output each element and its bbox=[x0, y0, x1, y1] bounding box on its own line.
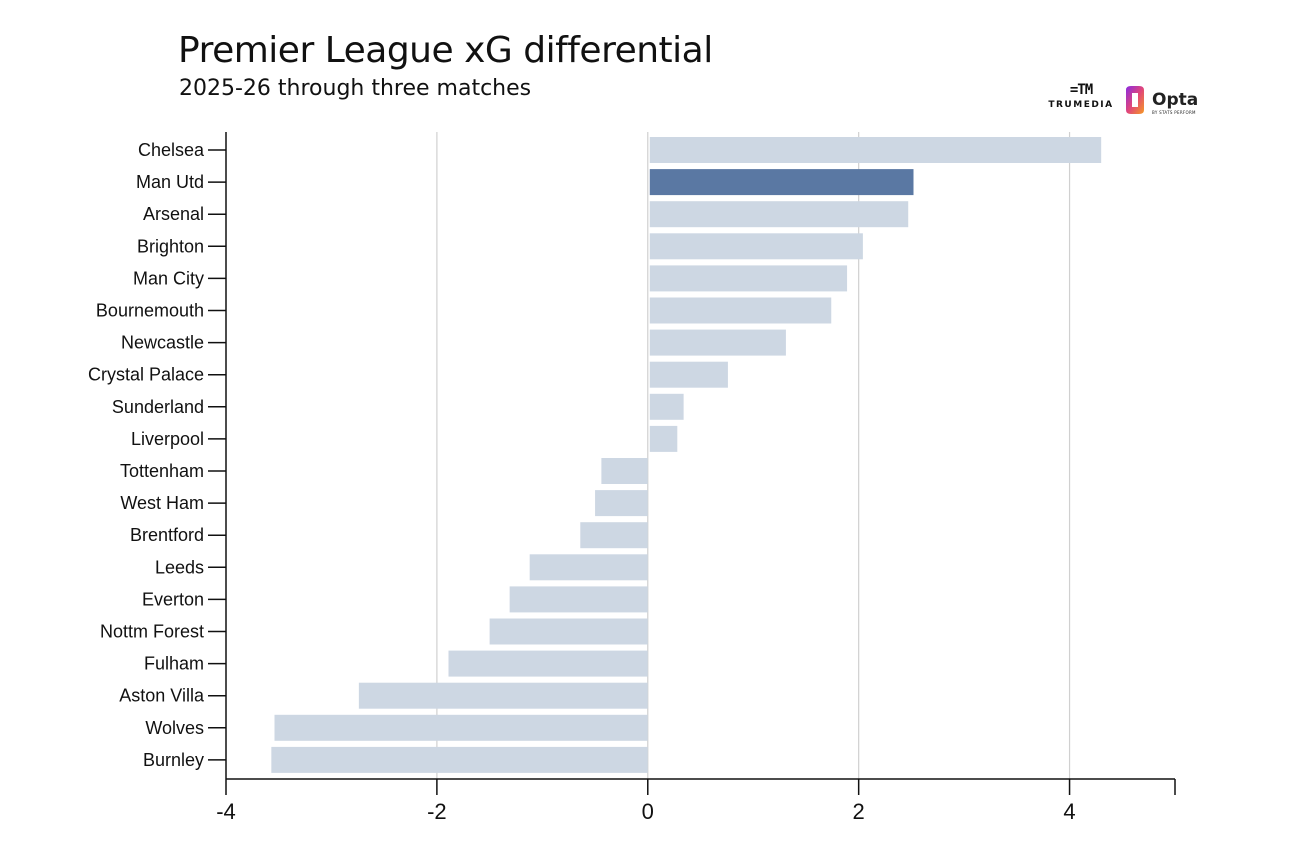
opta-subline: BY STATS PERFORM bbox=[1152, 110, 1196, 115]
bar-brighton bbox=[649, 233, 863, 260]
team-label: Man Utd bbox=[136, 172, 204, 192]
bar-man-utd bbox=[649, 169, 914, 196]
team-label: Brighton bbox=[137, 236, 204, 256]
bar-brentford bbox=[580, 522, 648, 549]
opta-logo: Opta BY STATS PERFORM bbox=[1122, 84, 1222, 116]
x-tick-label: -4 bbox=[216, 799, 236, 824]
bar-layer bbox=[271, 137, 1102, 773]
chart-title: Premier League xG differential bbox=[178, 30, 713, 71]
bar-everton bbox=[509, 586, 648, 613]
bar-newcastle bbox=[649, 329, 786, 356]
bar-wolves bbox=[274, 714, 648, 741]
x-tick-label: -2 bbox=[427, 799, 447, 824]
trumedia-logo: =TM TRUMEDIA bbox=[1046, 82, 1116, 110]
logos: =TM TRUMEDIA Opta BY STATS PERFORM bbox=[1040, 80, 1220, 120]
opta-wordmark: Opta bbox=[1152, 90, 1199, 110]
x-tick-label: 2 bbox=[853, 799, 865, 824]
team-label: Liverpool bbox=[131, 429, 204, 449]
team-label: Nottm Forest bbox=[100, 622, 204, 642]
trumedia-wordmark: TRUMEDIA bbox=[1048, 100, 1114, 110]
x-tick-label: 0 bbox=[642, 799, 654, 824]
bar-nottm-forest bbox=[489, 618, 648, 645]
grid-layer bbox=[436, 132, 1071, 779]
team-label: Crystal Palace bbox=[88, 365, 204, 385]
team-label: Newcastle bbox=[121, 333, 204, 353]
bar-liverpool bbox=[649, 425, 678, 452]
team-label: Aston Villa bbox=[119, 686, 205, 706]
axis-layer: Chelsea Man Utd Arsenal Brighton Man City Bou… bbox=[88, 132, 1176, 824]
team-label: Fulham bbox=[144, 654, 204, 674]
bar-crystal-palace bbox=[649, 361, 728, 388]
team-label: West Ham bbox=[120, 493, 204, 513]
bar-chelsea bbox=[649, 137, 1102, 163]
bar-tottenham bbox=[601, 458, 648, 484]
team-label: Wolves bbox=[145, 718, 204, 738]
x-tick-label: 4 bbox=[1063, 799, 1075, 824]
team-label: Arsenal bbox=[143, 204, 204, 224]
team-label: Man City bbox=[133, 268, 204, 288]
bar-arsenal bbox=[649, 201, 909, 228]
bar-sunderland bbox=[649, 393, 684, 420]
team-label: Chelsea bbox=[138, 140, 205, 160]
trumedia-mark: =TM bbox=[1069, 82, 1093, 98]
bar-bournemouth bbox=[649, 297, 832, 324]
opta-icon bbox=[1126, 86, 1144, 114]
bar-burnley bbox=[271, 746, 648, 773]
team-label: Leeds bbox=[155, 557, 204, 577]
team-label: Brentford bbox=[130, 525, 204, 545]
bar-aston-villa bbox=[358, 682, 648, 709]
team-label: Sunderland bbox=[112, 397, 204, 417]
team-label: Burnley bbox=[143, 750, 204, 770]
bar-man-city bbox=[649, 265, 848, 292]
bar-leeds bbox=[529, 554, 648, 581]
team-label: Bournemouth bbox=[96, 301, 204, 321]
bar-west-ham bbox=[595, 490, 648, 517]
team-label: Tottenham bbox=[120, 461, 204, 481]
team-label: Everton bbox=[142, 589, 204, 609]
chart-subtitle: 2025-26 through three matches bbox=[179, 76, 532, 101]
bar-fulham bbox=[448, 650, 648, 677]
